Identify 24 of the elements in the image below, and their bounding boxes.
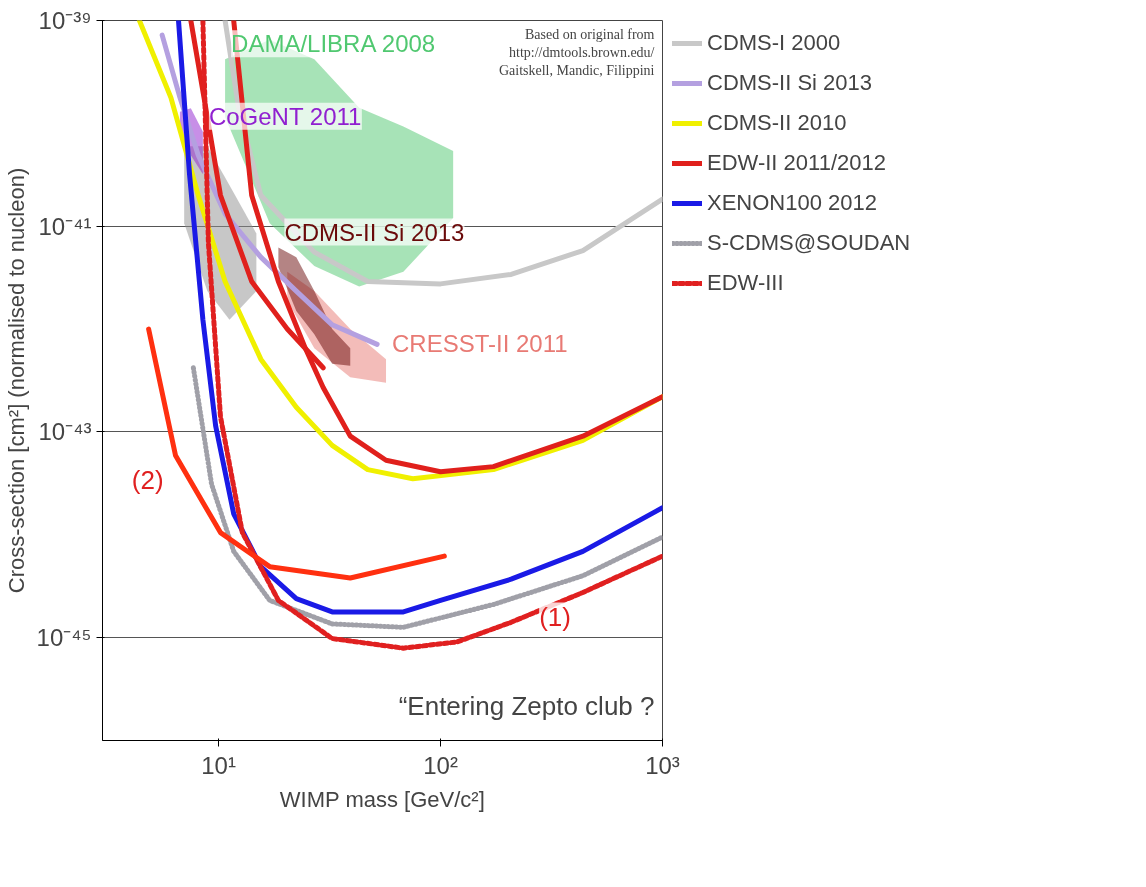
annotation: (1) <box>539 602 571 633</box>
x-tick-label: 10¹ <box>201 751 236 779</box>
series-label: CoGeNT 2011 <box>208 102 362 130</box>
y-tick-label: 10⁻⁴³ <box>38 418 92 446</box>
y-tick-label: 10⁻⁴¹ <box>38 212 92 240</box>
x-tick-label: 10³ <box>645 751 680 779</box>
legend-label: S-CDMS@SOUDAN <box>707 230 911 256</box>
legend-label: XENON100 2012 <box>707 190 877 216</box>
annotation: Based on original from http://dmtools.brown.edu/ Gaitskell, Mandic, Filippini <box>498 26 655 78</box>
annotation: (2) <box>131 465 164 496</box>
legend-label: EDW-III <box>707 270 784 296</box>
series-label: CRESST-II 2011 <box>392 330 568 358</box>
legend-label: EDW-II 2011/2012 <box>707 150 886 176</box>
x-tick-label: 10² <box>423 751 458 779</box>
series-label: CDMS-II Si 2013 <box>284 218 465 246</box>
legend-label: CDMS-I 2000 <box>707 30 841 56</box>
y-axis-title: Cross-section [cm²] (normalised to nucleon) <box>3 167 29 594</box>
annotation: “Entering Zepto club ? <box>398 690 655 721</box>
y-tick-label: 10⁻³⁹ <box>38 7 92 34</box>
legend-label: CDMS-II 2010 <box>707 110 847 136</box>
legend-label: CDMS-II Si 2013 <box>707 70 873 96</box>
y-tick-label: 10⁻⁴⁵ <box>36 624 92 652</box>
series-label: DAMA/LIBRA 2008 <box>231 30 436 58</box>
x-axis-title: WIMP mass [GeV/c²] <box>279 786 485 812</box>
